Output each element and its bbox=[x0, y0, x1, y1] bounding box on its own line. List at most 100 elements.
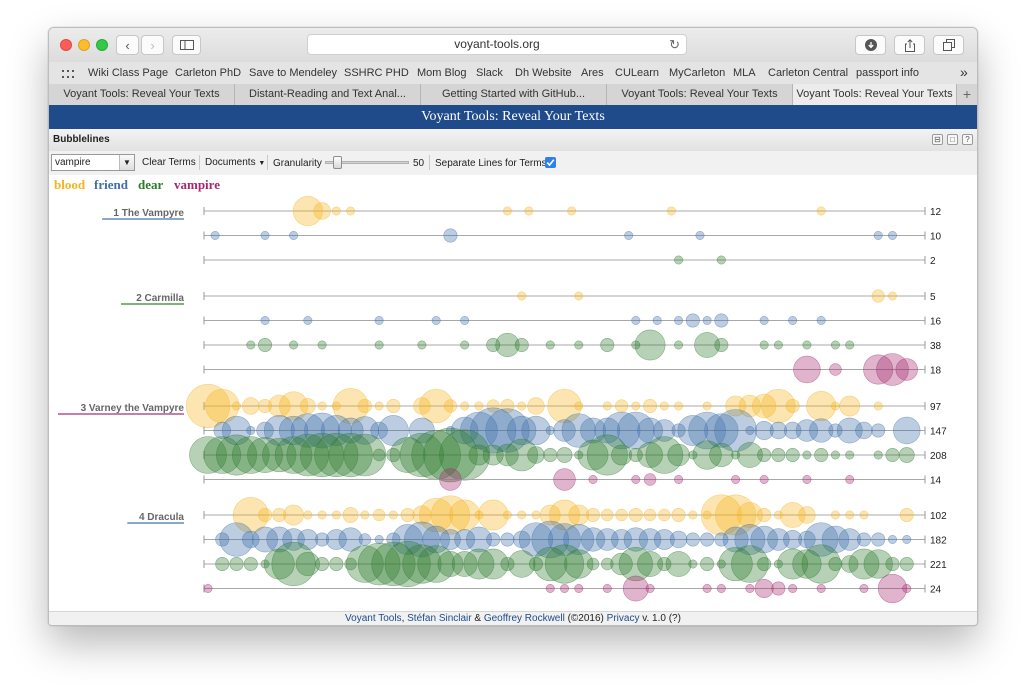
bubble-blood[interactable] bbox=[643, 399, 658, 414]
bubble-dear[interactable] bbox=[801, 544, 841, 584]
bubble-dear[interactable] bbox=[885, 447, 900, 462]
bubble-dear[interactable] bbox=[586, 434, 628, 476]
geoffrey-rockwell-link[interactable]: Geoffrey Rockwell bbox=[483, 613, 565, 624]
bubble-blood[interactable] bbox=[658, 508, 671, 522]
bubble-dear[interactable] bbox=[634, 329, 666, 361]
bookmark-mla[interactable]: MLA bbox=[733, 67, 756, 79]
bubble-dear[interactable] bbox=[399, 432, 445, 478]
browser-tab[interactable]: Getting Started with GitHub... bbox=[421, 84, 607, 105]
bubble-vampire[interactable] bbox=[745, 583, 755, 593]
bubble-blood[interactable] bbox=[346, 206, 356, 216]
bubble-dear[interactable] bbox=[496, 443, 519, 467]
bubble-blood[interactable] bbox=[586, 507, 601, 522]
bubble-dear[interactable] bbox=[709, 442, 734, 468]
bubble-vampire[interactable] bbox=[731, 474, 741, 484]
document-label[interactable]: 3 Varney the Vampyre bbox=[81, 403, 185, 414]
bubble-dear[interactable] bbox=[384, 540, 431, 587]
bubble-dear[interactable] bbox=[203, 436, 242, 474]
bubble-dear[interactable] bbox=[773, 340, 783, 350]
bubble-blood[interactable] bbox=[258, 507, 273, 522]
bubble-dear[interactable] bbox=[527, 446, 545, 464]
downloads-button[interactable] bbox=[855, 35, 886, 55]
bubble-friend[interactable] bbox=[304, 412, 340, 449]
bubble-dear[interactable] bbox=[423, 427, 478, 483]
bubble-vampire[interactable] bbox=[574, 583, 584, 593]
bubble-friend[interactable] bbox=[403, 521, 440, 558]
bubble-blood[interactable] bbox=[502, 206, 512, 216]
bookmark-sshrc-phd[interactable]: SSHRC PHD bbox=[344, 67, 409, 79]
bubble-blood[interactable] bbox=[574, 401, 584, 411]
bubble-vampire[interactable] bbox=[716, 583, 726, 593]
bubble-friend[interactable] bbox=[855, 421, 873, 440]
bubble-dear[interactable] bbox=[688, 559, 698, 569]
browser-tab[interactable]: Voyant Tools: Reveal Your Texts bbox=[607, 84, 793, 105]
bubble-friend[interactable] bbox=[594, 417, 621, 444]
bubble-friend[interactable] bbox=[685, 313, 700, 328]
privacy-link[interactable]: Privacy bbox=[606, 613, 640, 624]
bookmark-mycarleton[interactable]: MyCarleton bbox=[669, 67, 726, 79]
bubble-dear[interactable] bbox=[263, 548, 295, 580]
bubble-dear[interactable] bbox=[357, 542, 401, 586]
bubble-blood[interactable] bbox=[688, 510, 698, 520]
bubble-friend[interactable] bbox=[816, 316, 826, 326]
bubble-dear[interactable] bbox=[574, 340, 584, 350]
bubble-vampire[interactable] bbox=[439, 468, 462, 491]
bubble-friend[interactable] bbox=[611, 529, 632, 550]
bubble-dear[interactable] bbox=[674, 340, 684, 350]
bubble-blood[interactable] bbox=[736, 502, 763, 528]
bubble-blood[interactable] bbox=[702, 401, 712, 411]
bubble-blood[interactable] bbox=[460, 401, 470, 411]
browser-tab[interactable]: Distant-Reading and Text Anal... bbox=[235, 84, 421, 105]
bubble-dear[interactable] bbox=[463, 548, 495, 580]
bubble-blood[interactable] bbox=[601, 508, 614, 522]
bubble-dear[interactable] bbox=[564, 549, 594, 579]
bubble-blood[interactable] bbox=[798, 506, 816, 524]
bubble-friend[interactable] bbox=[242, 530, 260, 549]
bubble-dear[interactable] bbox=[828, 556, 843, 571]
bubble-friend[interactable] bbox=[624, 230, 634, 240]
bubble-vampire[interactable] bbox=[643, 473, 657, 486]
bubble-dear[interactable] bbox=[189, 436, 227, 474]
bubble-blood[interactable] bbox=[806, 391, 837, 422]
bubble-vampire[interactable] bbox=[559, 583, 569, 593]
bubble-dear[interactable] bbox=[845, 340, 855, 350]
bubble-friend[interactable] bbox=[303, 316, 313, 326]
bookmark-carleton-central[interactable]: Carleton Central bbox=[768, 67, 849, 79]
bubble-dear[interactable] bbox=[486, 338, 501, 353]
bubble-friend[interactable] bbox=[580, 527, 606, 552]
bubble-friend[interactable] bbox=[260, 230, 270, 240]
bubble-blood[interactable] bbox=[419, 497, 454, 533]
bubble-friend[interactable] bbox=[902, 534, 912, 544]
bubble-dear[interactable] bbox=[714, 338, 729, 353]
bubble-blood[interactable] bbox=[317, 401, 327, 411]
bubble-dear[interactable] bbox=[611, 444, 632, 466]
bubble-friend[interactable] bbox=[695, 230, 705, 240]
bubble-blood[interactable] bbox=[517, 401, 527, 411]
bubble-friend[interactable] bbox=[631, 316, 641, 326]
bubble-vampire[interactable] bbox=[631, 474, 641, 484]
bubble-friend[interactable] bbox=[653, 419, 676, 442]
bubble-vampire[interactable] bbox=[829, 363, 842, 376]
close-window-button[interactable] bbox=[60, 39, 72, 51]
bubble-friend[interactable] bbox=[521, 415, 551, 446]
bubble-blood[interactable] bbox=[752, 393, 777, 419]
bubble-dear[interactable] bbox=[736, 442, 763, 468]
bubble-friend[interactable] bbox=[486, 532, 501, 547]
bubble-vampire[interactable] bbox=[793, 355, 821, 384]
bubble-friend[interactable] bbox=[374, 534, 384, 544]
bubble-friend[interactable] bbox=[836, 417, 863, 444]
bubble-friend[interactable] bbox=[290, 413, 325, 448]
bubble-friend[interactable] bbox=[260, 316, 270, 326]
bubble-friend[interactable] bbox=[460, 316, 470, 326]
bubble-dear[interactable] bbox=[718, 546, 753, 582]
bubble-dear[interactable] bbox=[757, 556, 772, 571]
bubble-friend[interactable] bbox=[289, 230, 299, 240]
bubble-blood[interactable] bbox=[761, 388, 796, 424]
bookmark-slack[interactable]: Slack bbox=[476, 67, 503, 79]
bubble-blood[interactable] bbox=[643, 508, 657, 522]
bubble-vampire[interactable] bbox=[802, 474, 812, 484]
bubble-dear[interactable] bbox=[258, 338, 273, 353]
grid-icon[interactable] bbox=[62, 69, 74, 81]
bubble-friend[interactable] bbox=[246, 426, 256, 436]
new-tab-button[interactable]: + bbox=[957, 84, 977, 105]
